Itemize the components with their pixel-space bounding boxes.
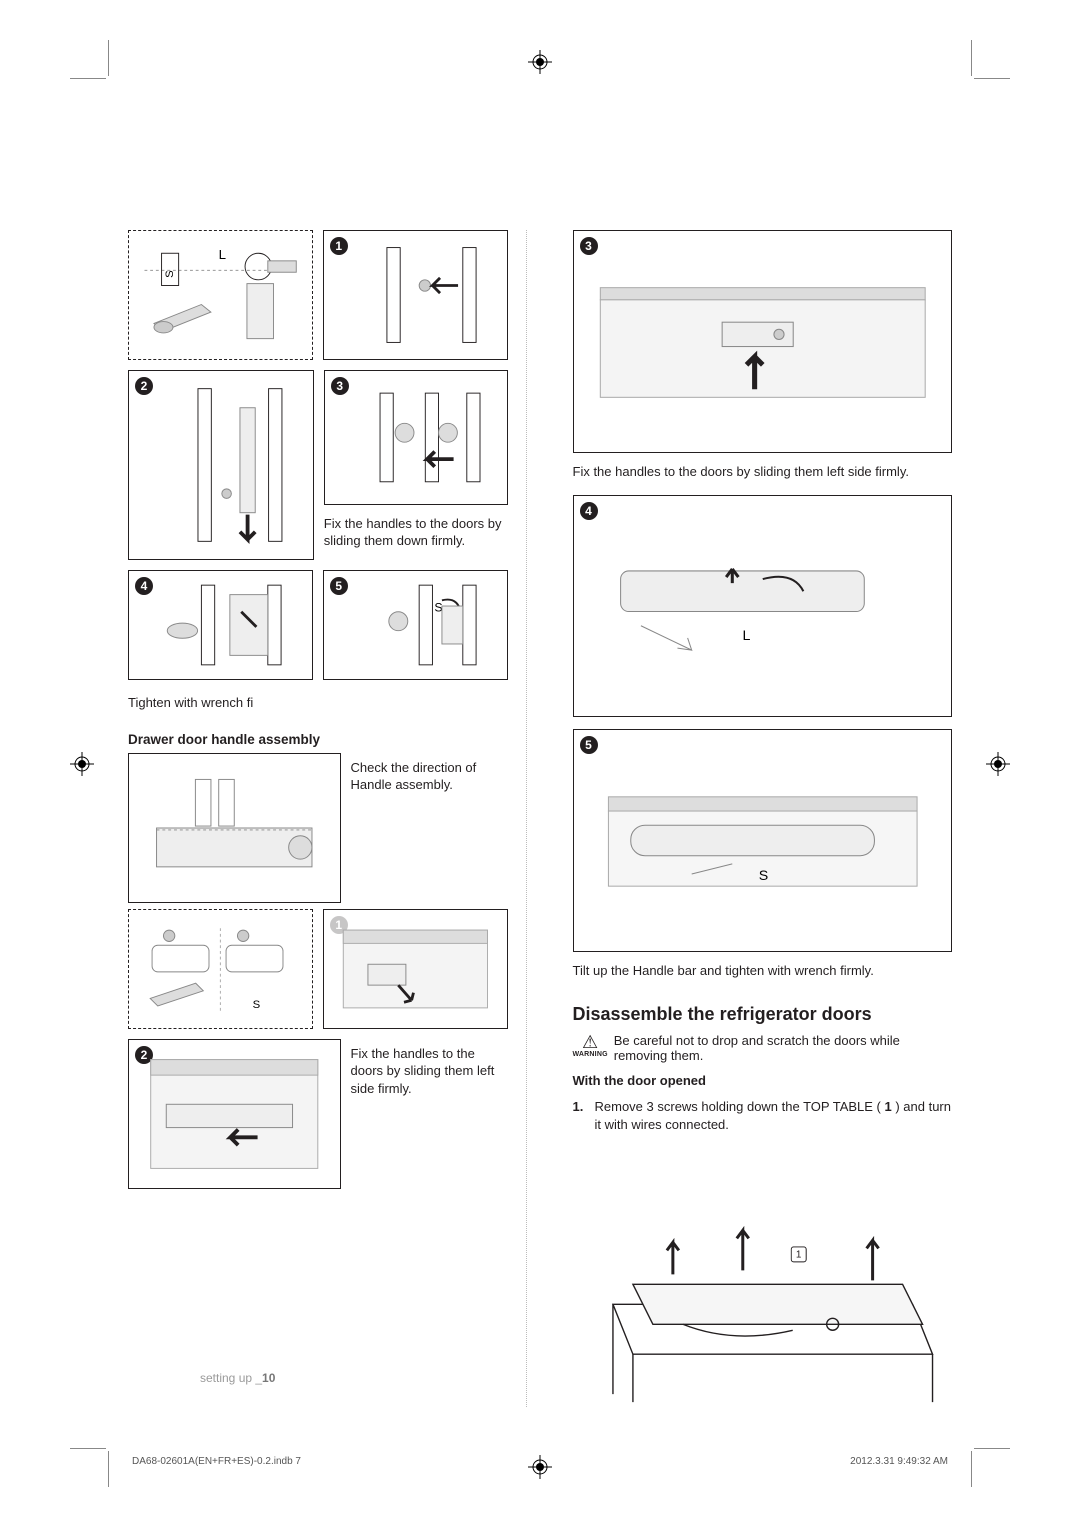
label-L: L: [742, 627, 750, 643]
caption-text: Fix the handles to the doors by sliding …: [324, 515, 508, 550]
print-slug-right: 2012.3.31 9:49:32 AM: [850, 1456, 948, 1467]
illustration-icon: [135, 760, 334, 896]
illustration-icon: S: [580, 736, 946, 945]
panel-row: L S 1: [128, 230, 508, 360]
diagram-top-wrench: L S: [128, 230, 313, 360]
warning-label: WARNING: [573, 1051, 608, 1058]
step-item: 1. Remove 3 screws holding down the TOP …: [573, 1098, 953, 1134]
footer-section: setting up _10: [200, 1371, 275, 1385]
diagram-panel-2: 2: [128, 370, 314, 560]
caption-text: Fix the handles to the doors by sliding …: [351, 1039, 508, 1098]
print-slug-left: DA68-02601A(EN+FR+ES)-0.2.indb 7: [132, 1456, 301, 1467]
step-number: 1.: [573, 1098, 589, 1134]
panel-row: 2 3: [128, 370, 508, 560]
illustration-icon: [135, 577, 306, 673]
page-content: L S 1: [128, 230, 952, 1407]
crop-mark: [971, 40, 972, 76]
panel-row: S 1: [128, 909, 508, 1029]
page-number: 10: [262, 1371, 275, 1385]
diagram-drawer-1: 1: [323, 909, 508, 1029]
diagram-panel-5: 5 S: [323, 570, 508, 680]
crop-mark: [70, 78, 106, 79]
registration-mark-icon: [528, 50, 552, 74]
warning-icon: ⚠ WARNING: [573, 1033, 608, 1058]
step-text: Remove 3 screws holding down the TOP TAB…: [595, 1098, 953, 1134]
crop-mark: [974, 78, 1010, 79]
panel-row: 2 Fix the handles to the doors by slidin…: [128, 1039, 508, 1189]
step-ref-bold: 1: [885, 1099, 896, 1114]
heading-disassemble: Disassemble the refrigerator doors: [573, 1004, 953, 1025]
caption-text: Fix the handles to the doors by sliding …: [573, 463, 953, 481]
section-title: Drawer door handle assembly: [128, 732, 508, 747]
diagram-right-3: 3: [573, 230, 953, 453]
illustration-icon: [330, 916, 501, 1022]
illustration-icon: [331, 377, 501, 498]
diagram-panel-3: 3: [324, 370, 508, 505]
diagram-drawer-2: 2: [128, 1039, 341, 1189]
registration-mark-icon: [528, 1455, 552, 1479]
callout-label: 1: [790, 1247, 806, 1263]
crop-mark: [974, 1448, 1010, 1449]
crop-mark: [971, 1451, 972, 1487]
caption-text: Check the direction of Handle assembly.: [351, 753, 508, 794]
diagram-top-table: 1: [573, 1152, 953, 1407]
registration-mark-icon: [986, 752, 1010, 776]
illustration-icon: [135, 377, 307, 553]
diagram-right-4: 4 L: [573, 495, 953, 718]
panel-row: Check the direction of Handle assembly.: [128, 753, 508, 903]
caption-tighten: Tighten with wrench fi: [128, 694, 508, 712]
illustration-icon: L S: [135, 237, 306, 353]
registration-mark-icon: [70, 752, 94, 776]
footer-text: setting up _: [200, 1371, 262, 1385]
diagram-right-5: 5 S: [573, 729, 953, 952]
label-S: S: [434, 601, 442, 615]
label-S: S: [758, 869, 767, 885]
label-L: L: [219, 247, 226, 262]
illustration-icon: S: [330, 577, 501, 673]
crop-mark: [108, 1451, 109, 1487]
label-S: S: [253, 998, 261, 1010]
warning-text: Be careful not to drop and scratch the d…: [614, 1033, 952, 1063]
caption-text: Tilt up the Handle bar and tighten with …: [573, 962, 953, 980]
left-column: L S 1: [128, 230, 527, 1407]
illustration-icon: [330, 237, 501, 353]
label-S: S: [164, 270, 176, 278]
crop-mark: [70, 1448, 106, 1449]
illustration-icon: [580, 237, 946, 446]
crop-mark: [108, 40, 109, 76]
subheading: With the door opened: [573, 1073, 953, 1088]
right-column: 3 Fix the handles to the doors by slidin…: [573, 230, 953, 1407]
diagram-panel-1: 1: [323, 230, 508, 360]
warning-note: ⚠ WARNING Be careful not to drop and scr…: [573, 1033, 953, 1063]
illustration-icon: L: [580, 502, 946, 711]
illustration-icon: [135, 1046, 334, 1182]
step-text-a: Remove 3 screws holding down the TOP TAB…: [595, 1099, 885, 1114]
panel-row: 4 5: [128, 570, 508, 680]
diagram-panel-4: 4: [128, 570, 313, 680]
diagram-drawer-wrench: S: [128, 909, 313, 1029]
diagram-drawer-direction: [128, 753, 341, 903]
illustration-icon: S: [135, 916, 306, 1022]
